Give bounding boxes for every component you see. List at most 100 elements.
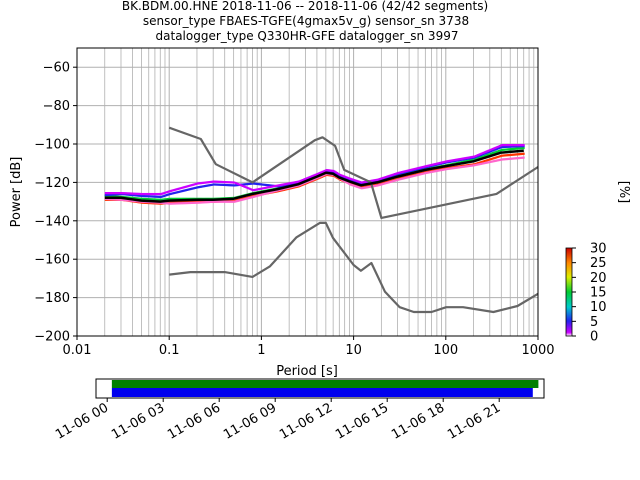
density-cell: [372, 179, 374, 182]
density-cell: [388, 181, 390, 184]
density-cell: [231, 200, 234, 203]
density-cell: [191, 183, 193, 187]
density-cell: [115, 193, 117, 196]
density-cell: [207, 184, 209, 187]
timeline-tick-label: 11-06 03: [109, 400, 167, 442]
density-cell: [124, 193, 126, 196]
density-cell: [465, 160, 468, 163]
density-cell: [480, 161, 483, 164]
density-cell: [505, 154, 508, 157]
density-cell: [170, 202, 172, 205]
density-cell: [267, 184, 269, 187]
density-cell: [175, 191, 177, 194]
density-cell: [523, 144, 525, 147]
density-cell: [367, 186, 370, 189]
density-cell: [391, 173, 394, 176]
density-cell: [467, 156, 470, 159]
density-cell: [517, 157, 519, 160]
density-cell: [433, 163, 435, 166]
density-cell: [486, 151, 488, 154]
density-cell: [224, 181, 227, 184]
density-cell: [236, 182, 238, 185]
density-cell: [486, 159, 488, 162]
density-cell: [233, 181, 236, 184]
density-cell: [193, 201, 196, 204]
density-cell: [479, 156, 481, 159]
density-cell: [503, 144, 506, 147]
density-cell: [519, 156, 522, 160]
density-cell: [253, 188, 255, 192]
density-cell: [489, 150, 492, 153]
density-cell: [400, 177, 403, 180]
colorbar-tick-label: 10: [590, 300, 607, 315]
density-cell: [352, 178, 355, 181]
density-cell: [437, 162, 440, 165]
density-cell: [515, 147, 517, 150]
density-cell: [323, 169, 326, 173]
density-cell: [510, 144, 512, 147]
density-cell: [224, 183, 227, 187]
density-cell: [495, 146, 498, 149]
density-cell: [277, 189, 280, 192]
density-cell: [523, 156, 525, 159]
density-cell: [251, 182, 253, 185]
density-cell: [488, 149, 491, 152]
density-cell: [116, 193, 118, 196]
density-cell: [148, 195, 151, 198]
density-cell: [214, 180, 216, 183]
density-cell: [186, 201, 189, 205]
density-cell: [162, 198, 164, 201]
density-cell: [154, 192, 156, 196]
density-cell: [411, 175, 413, 178]
density-cell: [409, 175, 411, 178]
density-cell: [273, 190, 275, 193]
density-cell: [485, 154, 487, 157]
density-cell: [413, 174, 416, 177]
density-cell: [240, 198, 243, 202]
density-cell: [382, 182, 385, 186]
density-cell: [149, 195, 152, 198]
density-cell: [309, 175, 312, 178]
density-cell: [112, 192, 115, 195]
density-cell: [291, 185, 294, 189]
density-cell: [217, 180, 220, 183]
density-cell: [105, 193, 108, 197]
y-tick-label: −80: [43, 99, 70, 114]
density-cell: [391, 180, 394, 183]
density-cell: [179, 202, 182, 205]
density-cell: [314, 173, 317, 176]
density-cell: [344, 175, 347, 178]
colorbar-tick-label: 20: [590, 271, 607, 286]
density-cell: [164, 202, 167, 205]
density-cell: [506, 148, 509, 151]
density-cell: [337, 172, 340, 175]
title-line-3: datalogger_type Q330HR-GFE datalogger_sn…: [156, 29, 459, 43]
density-cell: [225, 200, 228, 203]
density-cell: [161, 201, 163, 204]
density-cell: [172, 189, 175, 192]
density-cell: [258, 194, 260, 197]
density-cell: [133, 194, 136, 197]
density-cell: [487, 161, 489, 164]
density-cell: [173, 191, 176, 195]
density-cell: [405, 176, 408, 179]
density-cell: [402, 170, 404, 173]
density-cell: [164, 194, 167, 197]
density-cell: [513, 153, 516, 156]
density-cell: [104, 193, 107, 197]
density-cell: [486, 154, 488, 157]
density-cell: [307, 180, 310, 183]
density-cell: [131, 199, 133, 202]
density-cell: [208, 184, 211, 187]
density-cell: [139, 192, 141, 196]
density-cell: [322, 170, 325, 173]
density-cell: [282, 183, 284, 186]
density-cell: [362, 181, 365, 184]
density-cell: [491, 149, 494, 152]
density-cell: [160, 195, 162, 199]
density-cell: [195, 186, 198, 189]
density-cell: [188, 184, 191, 187]
density-cell: [415, 174, 418, 177]
density-cell: [496, 159, 499, 162]
density-cell: [462, 157, 464, 160]
